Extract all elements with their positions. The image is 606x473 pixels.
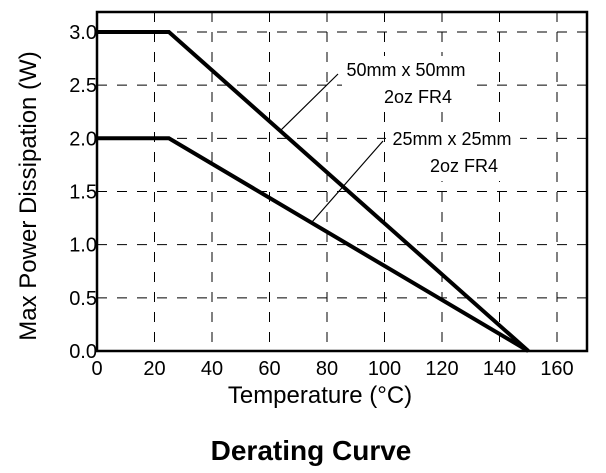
y-tick-label: 1.0	[69, 235, 97, 257]
x-tick-label: 0	[91, 358, 102, 380]
annotation-layer: 50mm x 50mm 2oz FR4 25mm x 25mm 2oz FR4	[278, 56, 520, 223]
plot-frame	[95, 10, 589, 353]
series-line-2	[97, 136, 530, 353]
y-tick-label: 3.0	[69, 22, 97, 44]
x-tick-label: 100	[368, 358, 401, 380]
y-tick-label: 1.5	[69, 182, 97, 204]
series-label-line-2: 2oz FR4	[430, 156, 498, 176]
x-tick-label: 20	[143, 358, 165, 380]
series-layer	[97, 30, 530, 353]
tick-layer: 0 20 40 60 80 100 120 140 160 0.0 0.5 1.0 1.5 2.0 2.5 3…	[69, 22, 574, 380]
x-tick-label: 40	[201, 358, 223, 380]
x-tick-label: 60	[258, 358, 280, 380]
y-tick-label: 2.5	[69, 75, 97, 97]
x-tick-label: 160	[540, 358, 573, 380]
leader-line	[278, 73, 339, 133]
series-label-background	[342, 56, 470, 112]
x-tick-label: 120	[425, 358, 458, 380]
series-line-1	[97, 30, 530, 353]
series-label-line-1: 25mm x 25mm	[392, 129, 511, 149]
series-label-line-1: 50mm x 50mm	[346, 60, 465, 80]
y-tick-label: 2.0	[69, 128, 97, 150]
x-axis-title: Temperature (°C)	[228, 382, 412, 409]
series-label-line-2: 2oz FR4	[384, 87, 452, 107]
x-tick-label: 80	[316, 358, 338, 380]
x-tick-label: 140	[483, 358, 516, 380]
chart-title: Derating Curve	[211, 435, 412, 466]
leader-line	[311, 140, 384, 223]
y-axis-title: Max Power Dissipation (W)	[15, 51, 42, 340]
y-tick-label: 0.0	[69, 341, 97, 363]
series-label-background	[386, 125, 520, 181]
y-tick-label: 0.5	[69, 288, 97, 310]
